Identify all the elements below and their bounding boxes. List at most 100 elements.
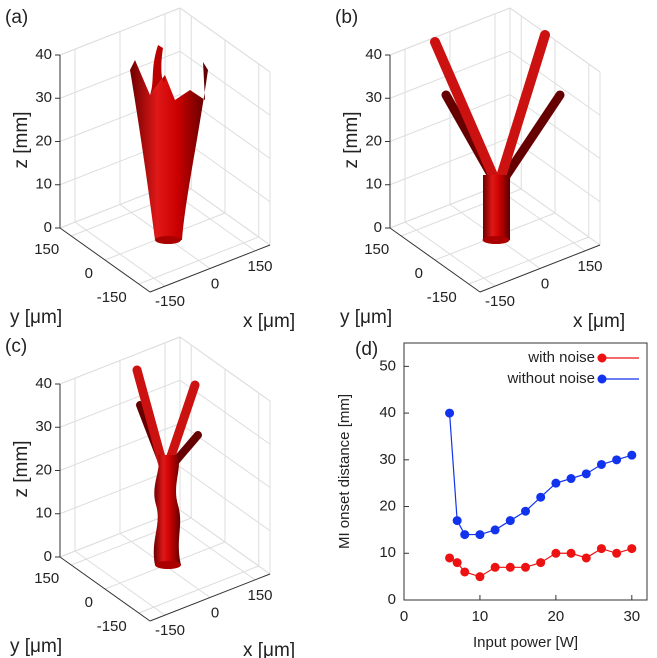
- point: [453, 558, 462, 567]
- panel-label: (a): [5, 7, 28, 28]
- z-tick-label: 40: [35, 375, 52, 392]
- point: [536, 493, 545, 502]
- y-tick-label: 0: [85, 265, 93, 282]
- x-tick-label: 10: [472, 608, 489, 625]
- legend-marker: [598, 375, 607, 384]
- point: [551, 549, 560, 558]
- y-axis-label: y [μm]: [10, 636, 62, 657]
- series-line: [450, 413, 632, 534]
- x-tick-label: -150: [155, 622, 185, 639]
- x-tick-label: -150: [155, 293, 185, 310]
- point: [445, 553, 454, 562]
- z-tick-label: 40: [35, 46, 52, 63]
- z-tick-label: 20: [365, 132, 382, 149]
- panel-label: (c): [5, 336, 27, 357]
- x-tick-label: 0: [541, 275, 549, 292]
- point: [536, 558, 545, 567]
- y-tick-label: 0: [388, 591, 396, 608]
- grid-line: [139, 237, 259, 284]
- y-tick-label: 150: [364, 241, 389, 258]
- point: [612, 455, 621, 464]
- z-tick-label: 20: [35, 132, 52, 149]
- x-axis-label: Input power [W]: [473, 634, 578, 651]
- point: [567, 549, 576, 558]
- point: [445, 409, 454, 418]
- x-tick-label: 30: [623, 608, 640, 625]
- point: [506, 516, 515, 525]
- point: [460, 530, 469, 539]
- x-tick-label: 20: [548, 608, 565, 625]
- z-tick-label: 40: [365, 46, 382, 63]
- z-tick-label: 30: [365, 89, 382, 106]
- y-tick-label: 0: [415, 265, 423, 282]
- y-tick-label: 150: [34, 570, 59, 587]
- z-tick-label: 0: [44, 548, 52, 565]
- legend-label: without noise: [506, 370, 595, 387]
- point: [453, 516, 462, 525]
- point: [506, 563, 515, 572]
- grid-line: [139, 566, 259, 613]
- point: [597, 544, 606, 553]
- x-tick-label: 0: [211, 604, 219, 621]
- legend-label: with noise: [527, 349, 595, 366]
- shape-b: [435, 35, 560, 244]
- x-tick-label: 150: [247, 587, 272, 604]
- panel-label: (b): [335, 7, 358, 28]
- point: [612, 549, 621, 558]
- z-tick-label: 20: [35, 461, 52, 478]
- z-axis-label: z [mm]: [11, 112, 32, 169]
- y-axis: [60, 228, 150, 292]
- y-tick-label: -150: [427, 289, 457, 306]
- x-axis-label: x [μm]: [243, 311, 295, 332]
- y-tick-label: 30: [379, 451, 396, 468]
- shape-c: [137, 370, 198, 569]
- point: [582, 553, 591, 562]
- x-tick-label: 0: [400, 608, 408, 625]
- z-tick-label: 0: [44, 219, 52, 236]
- shape-a: [130, 45, 208, 244]
- z-axis-label: z [mm]: [11, 441, 32, 498]
- point: [475, 572, 484, 581]
- legend-marker: [598, 354, 607, 363]
- page: {"chart_data": [ {"type": "surface3d", "…: [0, 0, 657, 658]
- z-tick-label: 10: [365, 176, 382, 193]
- z-tick-label: 10: [35, 176, 52, 193]
- grid-line: [469, 237, 589, 284]
- point: [475, 530, 484, 539]
- y-axis: [390, 228, 480, 292]
- x-tick-label: 0: [211, 275, 219, 292]
- y-tick-label: 10: [379, 544, 396, 561]
- point: [567, 474, 576, 483]
- z-tick-label: 30: [35, 418, 52, 435]
- z-axis-label: z [mm]: [341, 112, 362, 169]
- point: [521, 507, 530, 516]
- point: [521, 563, 530, 572]
- z-tick-label: 30: [35, 89, 52, 106]
- point: [460, 567, 469, 576]
- x-tick-label: 150: [247, 258, 272, 275]
- x-axis-label: x [μm]: [243, 640, 295, 658]
- point: [491, 525, 500, 534]
- point: [597, 460, 606, 469]
- x-tick-label: 150: [577, 258, 602, 275]
- point: [551, 479, 560, 488]
- y-tick-label: -150: [97, 618, 127, 635]
- y-axis: [60, 557, 150, 621]
- z-tick-label: 0: [374, 219, 382, 236]
- y-tick-label: 150: [34, 241, 59, 258]
- point: [627, 544, 636, 553]
- y-tick-label: 0: [85, 594, 93, 611]
- x-axis-label: x [μm]: [573, 311, 625, 332]
- x-tick-label: -150: [485, 293, 515, 310]
- y-axis-label: MI onset distance [mm]: [336, 394, 353, 549]
- y-axis-label: y [μm]: [10, 307, 62, 328]
- y-tick-label: 50: [379, 357, 396, 374]
- figure: 010203040-1500150-1500150(a)z [mm]y [μm]…: [0, 0, 657, 658]
- point: [627, 451, 636, 460]
- y-axis-label: y [μm]: [340, 307, 392, 328]
- y-tick-label: 40: [379, 404, 396, 421]
- y-tick-label: -150: [97, 289, 127, 306]
- point: [582, 469, 591, 478]
- point: [491, 563, 500, 572]
- y-tick-label: 20: [379, 498, 396, 515]
